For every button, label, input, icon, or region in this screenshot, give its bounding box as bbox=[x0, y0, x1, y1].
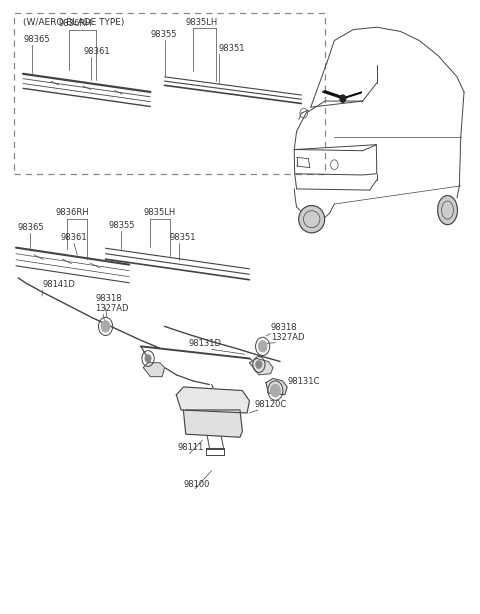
Text: 98318: 98318 bbox=[271, 324, 297, 332]
Circle shape bbox=[258, 341, 267, 352]
Circle shape bbox=[271, 384, 280, 397]
Text: 98351: 98351 bbox=[219, 44, 245, 53]
Text: 98355: 98355 bbox=[150, 29, 177, 39]
Text: 98131C: 98131C bbox=[287, 377, 320, 386]
Polygon shape bbox=[144, 363, 165, 376]
Text: 98365: 98365 bbox=[17, 223, 44, 232]
Text: (W/AERO BLADE TYPE): (W/AERO BLADE TYPE) bbox=[23, 18, 124, 27]
Text: 98318: 98318 bbox=[95, 294, 122, 303]
Text: 98365: 98365 bbox=[23, 34, 49, 44]
Text: 9836RH: 9836RH bbox=[59, 20, 92, 28]
Ellipse shape bbox=[438, 195, 457, 225]
Text: 9836RH: 9836RH bbox=[55, 208, 89, 217]
Text: 98131D: 98131D bbox=[188, 339, 221, 348]
Text: 98120C: 98120C bbox=[254, 400, 287, 409]
Text: 98111: 98111 bbox=[178, 443, 204, 453]
Circle shape bbox=[340, 95, 346, 103]
Polygon shape bbox=[266, 378, 287, 395]
Polygon shape bbox=[345, 92, 362, 98]
Ellipse shape bbox=[299, 206, 324, 233]
Text: 9835LH: 9835LH bbox=[144, 208, 176, 217]
Text: 1327AD: 1327AD bbox=[95, 304, 129, 313]
Text: 98100: 98100 bbox=[183, 480, 210, 489]
Circle shape bbox=[145, 355, 151, 362]
Text: 9835LH: 9835LH bbox=[186, 18, 218, 26]
Circle shape bbox=[101, 321, 110, 332]
Text: 98361: 98361 bbox=[61, 233, 87, 242]
Polygon shape bbox=[183, 410, 242, 437]
Text: 98361: 98361 bbox=[84, 47, 110, 56]
Text: 98141D: 98141D bbox=[43, 280, 76, 289]
Circle shape bbox=[256, 361, 262, 368]
Polygon shape bbox=[176, 387, 250, 413]
Text: 98355: 98355 bbox=[109, 221, 135, 230]
Polygon shape bbox=[323, 91, 346, 99]
Text: 98351: 98351 bbox=[169, 233, 196, 241]
Polygon shape bbox=[250, 359, 273, 375]
Text: 1327AD: 1327AD bbox=[271, 333, 304, 341]
